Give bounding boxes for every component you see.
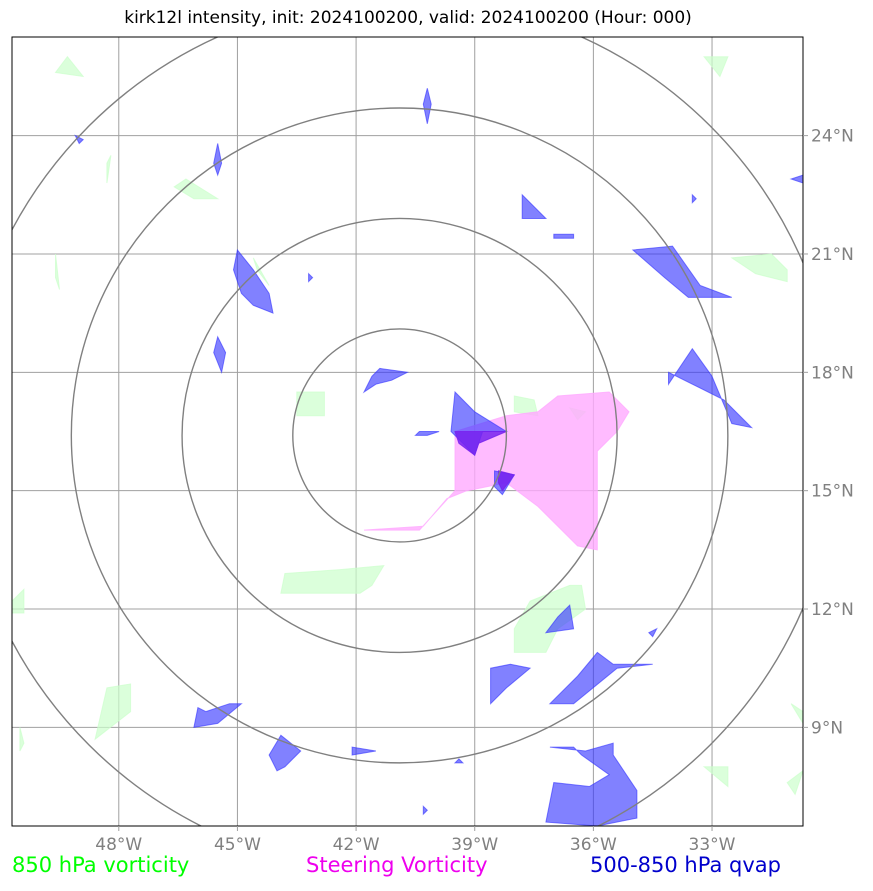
qvap-area (545, 742, 638, 826)
lat-tick-label: 24°N (811, 127, 854, 147)
qvap-area (213, 335, 227, 375)
range-ring (181, 217, 618, 654)
lat-tick-label: 9°N (811, 718, 843, 738)
qvap-area (553, 233, 575, 239)
qvap-area (521, 193, 548, 219)
qvap-area (213, 143, 223, 177)
qvap-area (691, 193, 697, 204)
qvap-area (422, 88, 432, 124)
vorticity-850-area (280, 565, 385, 594)
lon-tick-label: 45°W (214, 835, 261, 855)
overlap-area (498, 470, 516, 492)
range-ring (12, 37, 803, 826)
qvap-area (232, 248, 274, 314)
vorticity-850-area (790, 703, 803, 725)
vorticity-850-area (55, 253, 60, 290)
vorticity-850-area (19, 727, 25, 752)
map-frame (11, 36, 804, 827)
range-ring (292, 328, 508, 543)
vorticity-850-layer (12, 55, 803, 796)
lat-tick-label: 18°N (811, 363, 854, 383)
qvap-area (647, 627, 658, 638)
range-rings (12, 37, 803, 826)
vorticity-850-area (703, 56, 729, 78)
overlap-layer (454, 431, 516, 492)
axis-ticks: 48°W 45°W 42°W 39°W 36°W 33°W 24°N 21°N 18°N 15°N… (95, 127, 854, 855)
lat-tick-label: 21°N (811, 245, 854, 265)
qvap-area (544, 604, 575, 634)
vorticity-850-area (252, 257, 270, 286)
vorticity-850-area (173, 178, 220, 200)
vorticity-850-area (513, 584, 587, 653)
lon-tick-label: 33°W (689, 835, 736, 855)
overlap-area (454, 431, 507, 457)
legend-vorticity-850: 850 hPa vorticity (12, 853, 190, 877)
lon-tick-label: 42°W (333, 835, 380, 855)
qvap-area (414, 431, 440, 436)
plot-title: kirk12l intensity, init: 2024100200, val… (124, 8, 692, 28)
qvap-area (490, 663, 532, 705)
lon-tick-label: 39°W (451, 835, 498, 855)
vorticity-850-area (786, 770, 803, 796)
vorticity-850-area (12, 588, 25, 614)
vorticity-850-area (702, 766, 729, 788)
qvap-area (351, 746, 376, 756)
qvap-area (422, 805, 429, 816)
qvap-area (268, 734, 302, 772)
lon-tick-label: 48°W (95, 835, 142, 855)
qvap-area (789, 174, 803, 184)
lon-tick-label: 36°W (570, 835, 617, 855)
lat-tick-label: 12°N (811, 600, 854, 620)
vorticity-850-area (730, 253, 788, 283)
qvap-area (668, 347, 754, 429)
qvap-area (308, 272, 314, 283)
vorticity-850-area (802, 573, 803, 594)
vorticity-850-area (94, 683, 132, 741)
legend-steering-vorticity: Steering Vorticity (306, 853, 488, 877)
lat-tick-label: 15°N (811, 482, 854, 502)
vorticity-850-area (54, 55, 85, 78)
qvap-area (362, 367, 410, 394)
legend-qvap: 500-850 hPa qvap (590, 853, 781, 877)
range-ring (70, 107, 729, 764)
qvap-area (193, 703, 243, 729)
vorticity-850-area (106, 155, 112, 184)
qvap-layer (74, 88, 803, 826)
qvap-area (631, 245, 732, 298)
qvap-area (453, 758, 465, 764)
qvap-area (548, 651, 653, 705)
